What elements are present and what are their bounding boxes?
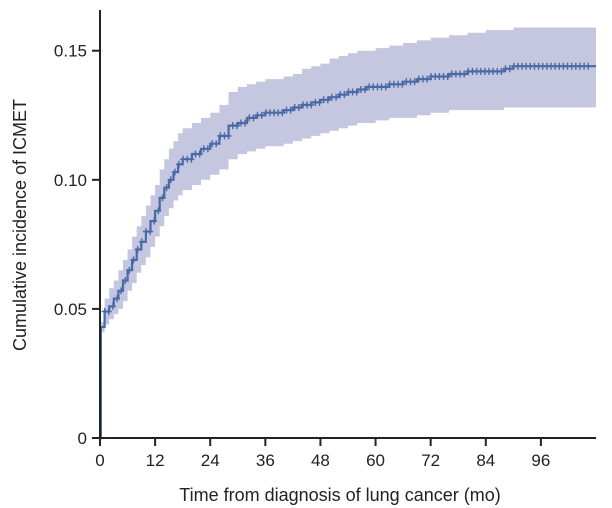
censor-mark [353, 88, 360, 96]
y-tick-label: 0.05 [54, 300, 87, 319]
censor-mark [138, 238, 145, 246]
censor-mark [411, 78, 418, 86]
censor-mark [295, 104, 302, 111]
censor-mark [362, 86, 368, 93]
censor-mark [105, 308, 112, 315]
censor-mark [399, 80, 406, 88]
censor-mark [196, 150, 203, 158]
censor-mark [585, 62, 592, 70]
censor-mark [134, 246, 141, 253]
x-axis-title: Time from diagnosis of lung cancer (mo) [179, 485, 500, 505]
censor-mark [114, 295, 120, 303]
x-tick-label: 96 [531, 451, 550, 470]
y-tick-label: 0 [78, 429, 87, 448]
censor-mark [130, 256, 137, 264]
censor-mark [308, 101, 315, 109]
x-tick-label: 36 [256, 451, 275, 470]
x-tick-label: 12 [146, 451, 165, 470]
censor-mark [176, 160, 182, 168]
censor-mark [287, 106, 294, 114]
y-tick-label: 0.10 [54, 171, 87, 190]
censor-mark [225, 132, 232, 140]
y-tick-label: 0.15 [54, 42, 87, 61]
x-tick-label: 48 [311, 451, 330, 470]
censor-mark [242, 119, 249, 127]
censor-mark [204, 145, 211, 153]
censor-mark [498, 67, 505, 75]
x-tick-label: 60 [366, 451, 385, 470]
censor-mark [159, 194, 166, 202]
x-tick-label: 72 [421, 451, 440, 470]
y-axis-ticks: 0 0.05 0.10 0.15 [54, 42, 100, 448]
censor-mark [171, 168, 178, 176]
censor-mark [461, 70, 468, 78]
censor-mark [341, 91, 348, 99]
x-tick-label: 0 [95, 451, 104, 470]
censor-mark [424, 75, 430, 83]
censor-mark [109, 302, 116, 310]
censor-mark [147, 228, 154, 235]
censor-mark [118, 287, 125, 295]
censor-mark [506, 65, 513, 73]
censor-mark [279, 109, 286, 117]
plot-area [99, 27, 596, 440]
censor-mark [163, 184, 170, 192]
confidence-band [100, 27, 596, 438]
x-tick-label: 24 [201, 451, 220, 470]
censor-mark [324, 96, 331, 104]
censor-mark [258, 111, 265, 119]
censor-marks [101, 62, 592, 315]
censor-mark [155, 207, 162, 215]
y-axis-title: Cumulative incidence of ICMET [10, 99, 30, 351]
censor-mark [151, 217, 158, 225]
censor-mark [233, 122, 240, 130]
censor-mark [444, 73, 451, 80]
x-tick-label: 84 [476, 451, 495, 470]
censor-mark [250, 114, 257, 122]
censor-mark [122, 277, 129, 284]
censor-mark [126, 266, 133, 274]
censor-mark [213, 140, 220, 148]
censor-mark [316, 98, 323, 106]
censor-mark [382, 83, 389, 91]
censor-mark [333, 93, 340, 101]
x-axis-ticks: 0 12 24 36 48 60 72 84 96 [95, 438, 550, 470]
censor-mark [167, 176, 174, 184]
censor-mark [188, 155, 195, 163]
